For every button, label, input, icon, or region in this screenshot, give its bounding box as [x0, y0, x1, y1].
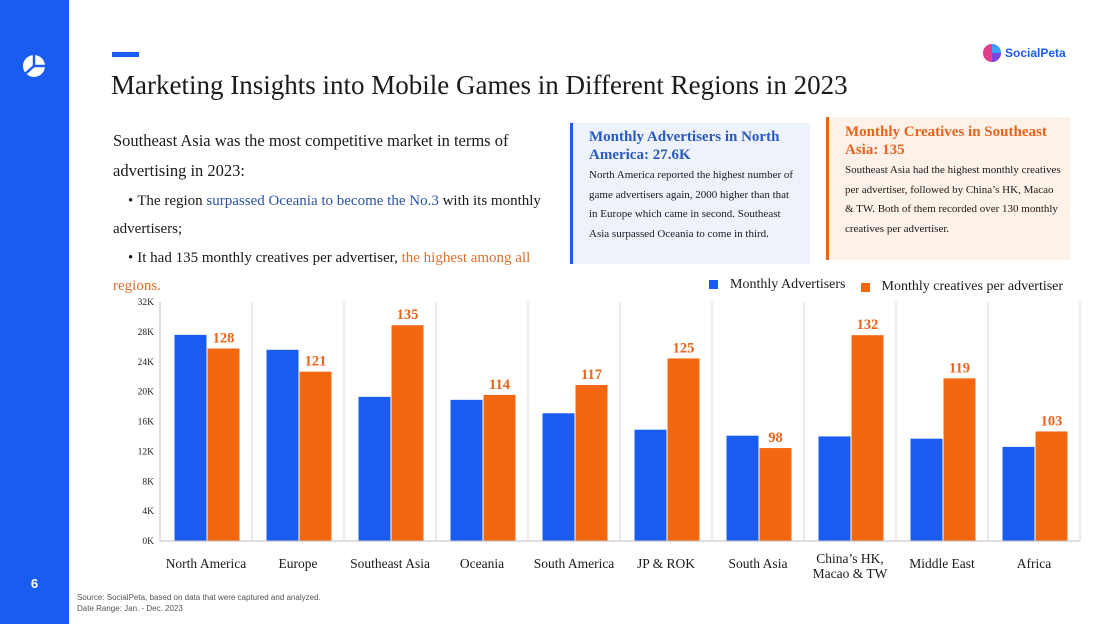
brand-logo: SocialPeta: [982, 43, 1066, 63]
bullet-2-highlight: the highest among all regions.: [113, 250, 531, 294]
bar-creatives: [483, 394, 516, 541]
bullet-dot: •: [128, 193, 134, 209]
category-label: Middle East: [909, 556, 975, 571]
creatives-value-label: 121: [305, 354, 327, 370]
creatives-value-label: 128: [213, 330, 235, 346]
bar-advertisers: [358, 396, 391, 541]
socialpeta-logo-icon: [983, 44, 1001, 62]
y-tick-label: 24K: [138, 358, 155, 368]
legend-swatch-orange: [860, 282, 870, 292]
category-label: Europe: [279, 556, 318, 571]
category-label: Africa: [1017, 556, 1051, 571]
legend-label-advertisers: Monthly Advertisers: [730, 276, 846, 292]
advertisers-callout: Monthly Advertisers in North America: 27…: [570, 123, 810, 264]
bar-creatives: [667, 358, 700, 541]
bullet-1: • The region surpassed Oceania to become …: [113, 187, 558, 243]
title-accent-bar: [112, 52, 139, 57]
category-label: South America: [534, 556, 615, 571]
category-label: South Asia: [729, 556, 788, 571]
source-text: Source: SocialPeta, based on data that w…: [77, 593, 321, 602]
y-tick-label: 8K: [142, 477, 154, 487]
legend-item-creatives: Monthly creatives per advertiser: [860, 279, 1064, 295]
legend-label-creatives: Monthly creatives per advertiser: [881, 279, 1064, 294]
creatives-callout-title: Monthly Creatives in Southeast Asia: 135: [845, 124, 1047, 158]
page-title: Marketing Insights into Mobile Games in …: [111, 70, 848, 100]
y-tick-label: 32K: [138, 298, 155, 308]
legend-swatch-blue: [709, 280, 718, 289]
y-tick-label: 20K: [138, 388, 155, 398]
creatives-value-label: 98: [768, 430, 783, 446]
creatives-value-label: 117: [581, 367, 602, 383]
bar-creatives: [207, 348, 240, 541]
creatives-value-label: 103: [1041, 413, 1063, 429]
bar-advertisers: [726, 435, 759, 541]
bar-creatives: [391, 325, 424, 541]
bar-creatives: [299, 371, 332, 541]
bar-creatives: [575, 384, 608, 541]
category-label: Macao & TW: [813, 566, 888, 581]
bar-advertisers: [1002, 446, 1035, 541]
category-label: China’s HK,: [816, 551, 884, 566]
bullet-1-highlight: surpassed Oceania to become the No.3: [206, 193, 439, 209]
bullet-1-pre: The region: [137, 193, 207, 209]
brand-name: SocialPeta: [1005, 46, 1066, 60]
y-tick-label: 28K: [138, 328, 155, 338]
creatives-value-label: 125: [673, 340, 695, 356]
category-label: JP & ROK: [637, 556, 695, 571]
bar-advertisers: [818, 436, 851, 541]
creatives-value-label: 119: [949, 360, 970, 376]
bar-creatives: [943, 378, 976, 541]
bullet-1-post: with its monthly advertisers;: [113, 193, 541, 237]
bar-creatives: [1035, 431, 1068, 541]
bar-creatives: [759, 448, 792, 541]
creatives-value-label: 114: [489, 377, 510, 393]
y-tick-label: 0K: [142, 537, 154, 547]
bar-advertisers: [174, 334, 207, 541]
category-label: Oceania: [460, 556, 504, 571]
date-range-text: Date Range: Jan. - Dec. 2023: [77, 604, 183, 613]
intro-text: Southeast Asia was the most competitive …: [113, 126, 558, 300]
source-note: Source: SocialPeta, based on data that w…: [77, 592, 321, 614]
left-sidebar: 6: [0, 0, 69, 624]
bar-advertisers: [634, 429, 667, 541]
bar-advertisers: [450, 399, 483, 541]
bar-creatives: [851, 335, 884, 541]
page-number: 6: [30, 576, 39, 591]
legend-item-advertisers: Monthly Advertisers: [709, 277, 846, 293]
bullet-2: • It had 135 monthly creatives per advert…: [113, 244, 558, 300]
advertisers-callout-title: Monthly Advertisers in North America: 27…: [589, 129, 780, 163]
bar-advertisers: [910, 438, 943, 541]
creatives-callout: Monthly Creatives in Southeast Asia: 135…: [826, 117, 1070, 260]
bar-advertisers: [266, 349, 299, 541]
advertisers-callout-body: North America reported the highest numbe…: [589, 169, 794, 240]
bar-advertisers: [542, 413, 575, 541]
bullet-dot: •: [128, 250, 134, 266]
bullet-2-pre: It had 135 monthly creatives per adverti…: [137, 250, 402, 266]
y-tick-label: 12K: [138, 447, 155, 457]
chart-legend: Monthly Advertisers Monthly creatives pe…: [709, 274, 1063, 295]
logo-icon: [23, 55, 45, 77]
creatives-value-label: 132: [857, 317, 879, 333]
category-label: North America: [166, 556, 247, 571]
y-tick-label: 16K: [138, 418, 155, 428]
creatives-value-label: 135: [397, 307, 419, 323]
intro-lead: Southeast Asia was the most competitive …: [113, 131, 509, 180]
y-tick-label: 4K: [142, 507, 154, 517]
creatives-callout-body: Southeast Asia had the highest monthly c…: [845, 164, 1061, 235]
category-label: Southeast Asia: [350, 556, 430, 571]
